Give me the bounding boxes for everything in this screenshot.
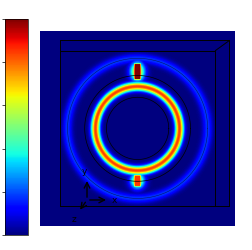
Text: z: z — [71, 214, 76, 224]
Text: x: x — [112, 196, 117, 205]
Text: y: y — [82, 166, 87, 175]
